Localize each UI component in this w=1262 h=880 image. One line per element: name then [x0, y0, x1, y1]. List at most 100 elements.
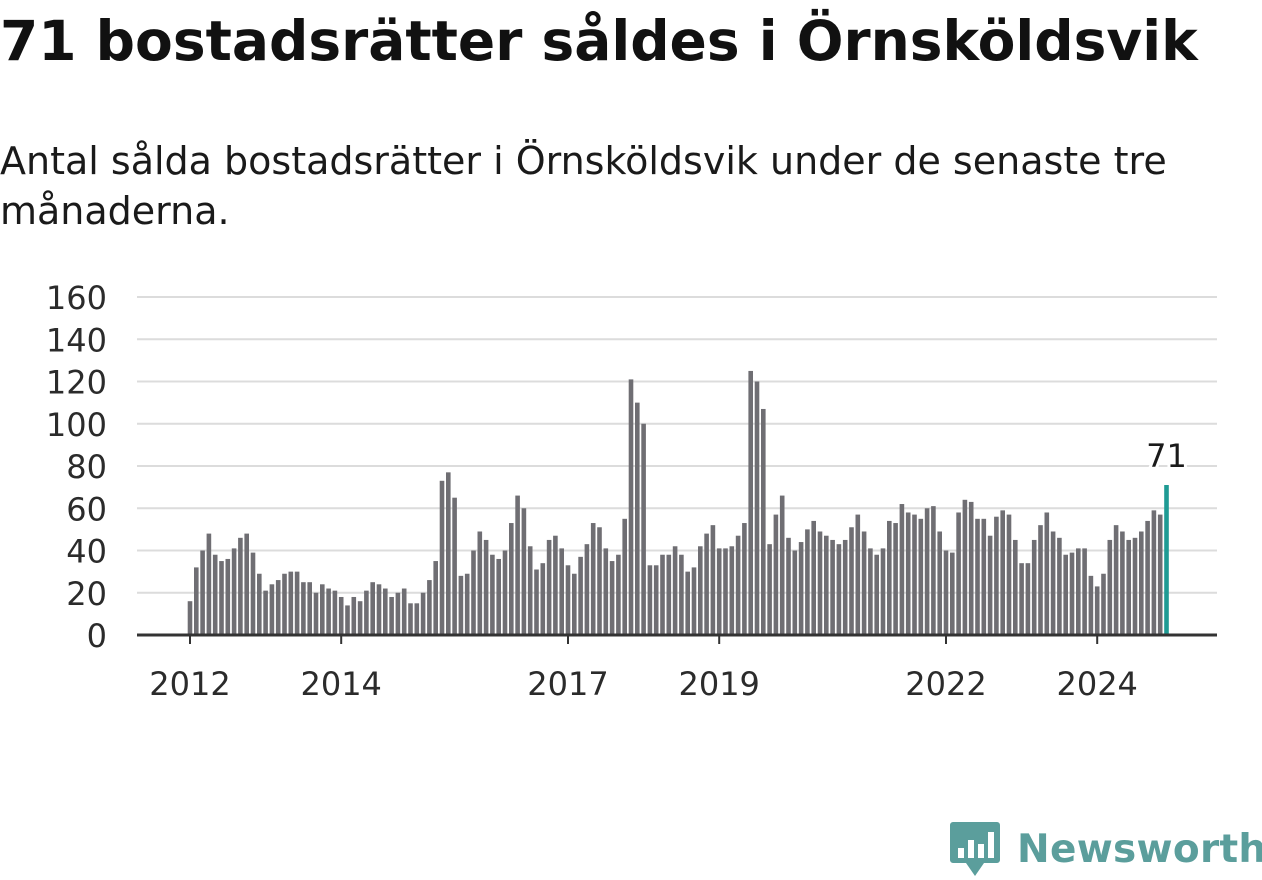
- bar: [792, 550, 798, 635]
- bar: [502, 550, 508, 635]
- bar: [376, 584, 382, 635]
- bar: [244, 533, 249, 635]
- bar: [786, 537, 791, 635]
- bar: [364, 590, 369, 635]
- bar: [1050, 531, 1056, 635]
- bar: [1126, 539, 1131, 635]
- bar: [553, 535, 558, 635]
- y-tick-label: 0: [87, 617, 107, 655]
- bar: [345, 605, 350, 635]
- bar: [893, 523, 898, 635]
- bar: [817, 531, 823, 635]
- bar: [332, 590, 338, 635]
- bar: [401, 588, 407, 635]
- bar: [187, 601, 193, 635]
- bar: [710, 525, 716, 635]
- bar: [622, 518, 627, 635]
- bar: [704, 533, 709, 635]
- bar: [1063, 554, 1068, 635]
- bar: [773, 514, 779, 635]
- bar: [275, 580, 281, 635]
- bar: [357, 601, 363, 635]
- bar: [956, 512, 961, 635]
- bar: [496, 558, 501, 635]
- bar: [206, 533, 212, 635]
- bar: [830, 539, 835, 635]
- bar: [515, 495, 520, 635]
- bar: [685, 571, 690, 636]
- chart-title: 71 bostadsrätter såldes i Örnsköldsvik: [0, 9, 1198, 73]
- bar: [735, 535, 741, 635]
- bar: [880, 548, 886, 635]
- bar: [1038, 525, 1043, 635]
- bar: [307, 582, 312, 635]
- x-tick-label: 2019: [678, 665, 759, 703]
- bar: [1088, 575, 1094, 635]
- bar-chart-logo-icon: [950, 822, 1000, 876]
- highlight-value-label: 71: [1146, 437, 1187, 475]
- bar: [534, 569, 539, 635]
- bar: [887, 520, 892, 635]
- x-tick-label: 2012: [149, 665, 230, 703]
- bar: [912, 514, 917, 635]
- bar: [798, 542, 804, 635]
- bar: [572, 573, 577, 635]
- bar: [294, 571, 300, 636]
- bar: [1044, 512, 1050, 635]
- bar: [464, 573, 470, 635]
- bar: [408, 603, 413, 635]
- bar: [874, 554, 879, 635]
- bar: [691, 567, 697, 635]
- bar: [559, 548, 564, 635]
- bar: [1151, 510, 1157, 635]
- bar: [212, 554, 218, 635]
- bar: [1013, 539, 1018, 635]
- bar: [962, 499, 968, 635]
- bar: [282, 573, 287, 635]
- bar: [968, 501, 974, 635]
- bar: [597, 527, 602, 635]
- bar: [521, 508, 527, 635]
- bar: [861, 531, 867, 635]
- bar: [1082, 548, 1087, 635]
- bar: [1031, 539, 1037, 635]
- bar: [433, 561, 438, 635]
- bar: [805, 529, 810, 636]
- bar: [868, 548, 873, 635]
- bar: [672, 546, 678, 635]
- y-tick-label: 20: [66, 575, 107, 613]
- bar: [477, 531, 483, 635]
- bar: [546, 539, 552, 635]
- bar: [1006, 514, 1012, 635]
- bar: [931, 506, 936, 635]
- y-tick-label: 120: [46, 364, 107, 402]
- bar: [811, 520, 816, 635]
- bar: [842, 539, 848, 635]
- bar: [540, 563, 546, 635]
- bar: [987, 535, 993, 635]
- bar: [1157, 514, 1163, 635]
- bar: [288, 571, 294, 636]
- bar: [767, 544, 772, 635]
- x-tick-label: 2014: [300, 665, 381, 703]
- bar: [1057, 537, 1062, 635]
- bar: [225, 558, 231, 635]
- y-tick-label: 60: [66, 490, 107, 528]
- x-tick-label: 2017: [527, 665, 608, 703]
- bar: [1120, 531, 1125, 635]
- bar: [716, 548, 722, 635]
- bar: [1000, 510, 1005, 635]
- bar: [1025, 563, 1031, 635]
- bar: [950, 552, 955, 635]
- bar: [219, 561, 224, 635]
- bar: [257, 573, 262, 635]
- bar: [855, 514, 861, 635]
- bar: [584, 544, 590, 635]
- y-tick-label: 100: [46, 406, 107, 444]
- bar: [452, 497, 457, 635]
- y-tick-label: 140: [46, 321, 107, 359]
- bar: [351, 596, 357, 635]
- bar: [1139, 531, 1144, 635]
- x-tick-label: 2022: [905, 665, 986, 703]
- bar: [666, 554, 672, 635]
